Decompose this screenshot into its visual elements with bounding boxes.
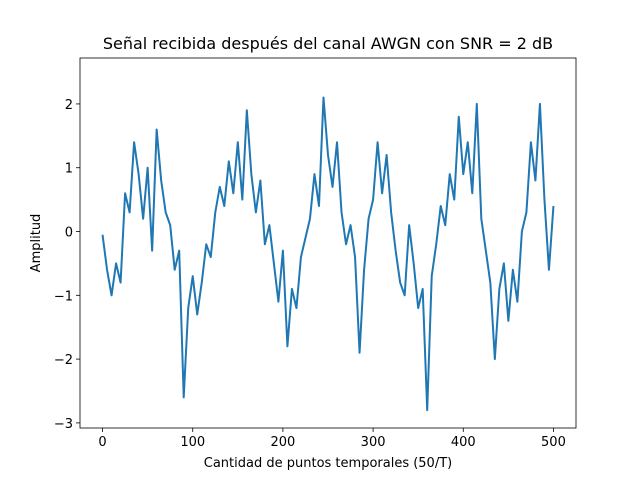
x-tick-label: 0: [98, 435, 106, 450]
x-tick-label: 200: [270, 435, 295, 450]
chart-title: Señal recibida después del canal AWGN co…: [103, 34, 553, 53]
x-tick-label: 300: [361, 435, 386, 450]
y-tick-label: 0: [65, 226, 73, 241]
axes-frame: [79, 57, 577, 429]
x-tick-label: 500: [541, 435, 566, 450]
data-line: [101, 96, 555, 412]
x-axis-label: Cantidad de puntos temporales (50/T): [204, 456, 452, 471]
x-tick-label: 400: [451, 435, 476, 450]
y-tick-label: −3: [54, 417, 73, 432]
x-tick-label: 100: [180, 435, 205, 450]
y-tick-label: 2: [65, 98, 73, 113]
y-axis-label: Amplitud: [29, 214, 44, 273]
y-tick-label: −2: [54, 353, 73, 368]
y-tick-label: −1: [54, 289, 73, 304]
y-tick-label: 1: [65, 162, 73, 177]
